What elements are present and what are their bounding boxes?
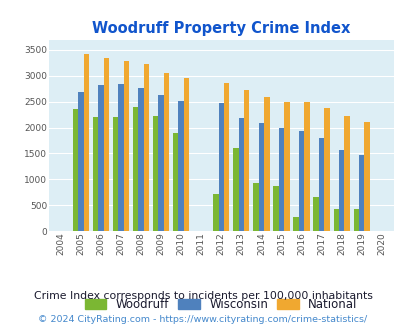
Bar <box>284 102 289 231</box>
Text: © 2024 CityRating.com - https://www.cityrating.com/crime-statistics/: © 2024 CityRating.com - https://www.city… <box>38 315 367 324</box>
Bar <box>253 183 258 231</box>
Bar <box>113 117 118 231</box>
Bar <box>143 64 149 231</box>
Bar <box>298 131 303 231</box>
Bar <box>338 150 343 231</box>
Bar <box>78 92 83 231</box>
Bar <box>138 88 143 231</box>
Text: Crime Index corresponds to incidents per 100,000 inhabitants: Crime Index corresponds to incidents per… <box>34 291 371 301</box>
Bar <box>124 61 129 231</box>
Bar <box>333 209 338 231</box>
Title: Woodruff Property Crime Index: Woodruff Property Crime Index <box>92 21 350 36</box>
Bar <box>358 155 364 231</box>
Bar <box>132 107 138 231</box>
Bar <box>264 96 269 231</box>
Bar <box>118 84 124 231</box>
Bar <box>178 101 183 231</box>
Bar <box>173 133 178 231</box>
Bar <box>232 148 238 231</box>
Bar <box>83 54 89 231</box>
Bar <box>224 83 229 231</box>
Bar <box>163 73 169 231</box>
Bar <box>218 103 224 231</box>
Bar <box>213 194 218 231</box>
Bar <box>293 217 298 231</box>
Legend: Woodruff, Wisconsin, National: Woodruff, Wisconsin, National <box>81 294 360 314</box>
Bar <box>158 95 163 231</box>
Bar <box>364 122 369 231</box>
Bar <box>353 209 358 231</box>
Bar <box>318 138 324 231</box>
Bar <box>324 108 329 231</box>
Bar <box>313 197 318 231</box>
Bar <box>72 110 78 231</box>
Bar <box>92 117 98 231</box>
Bar <box>343 116 349 231</box>
Bar <box>243 90 249 231</box>
Bar <box>303 102 309 231</box>
Bar <box>273 186 278 231</box>
Bar <box>153 116 158 231</box>
Bar <box>183 78 189 231</box>
Bar <box>103 58 109 231</box>
Bar <box>238 118 243 231</box>
Bar <box>98 85 103 231</box>
Bar <box>258 123 264 231</box>
Bar <box>278 128 284 231</box>
